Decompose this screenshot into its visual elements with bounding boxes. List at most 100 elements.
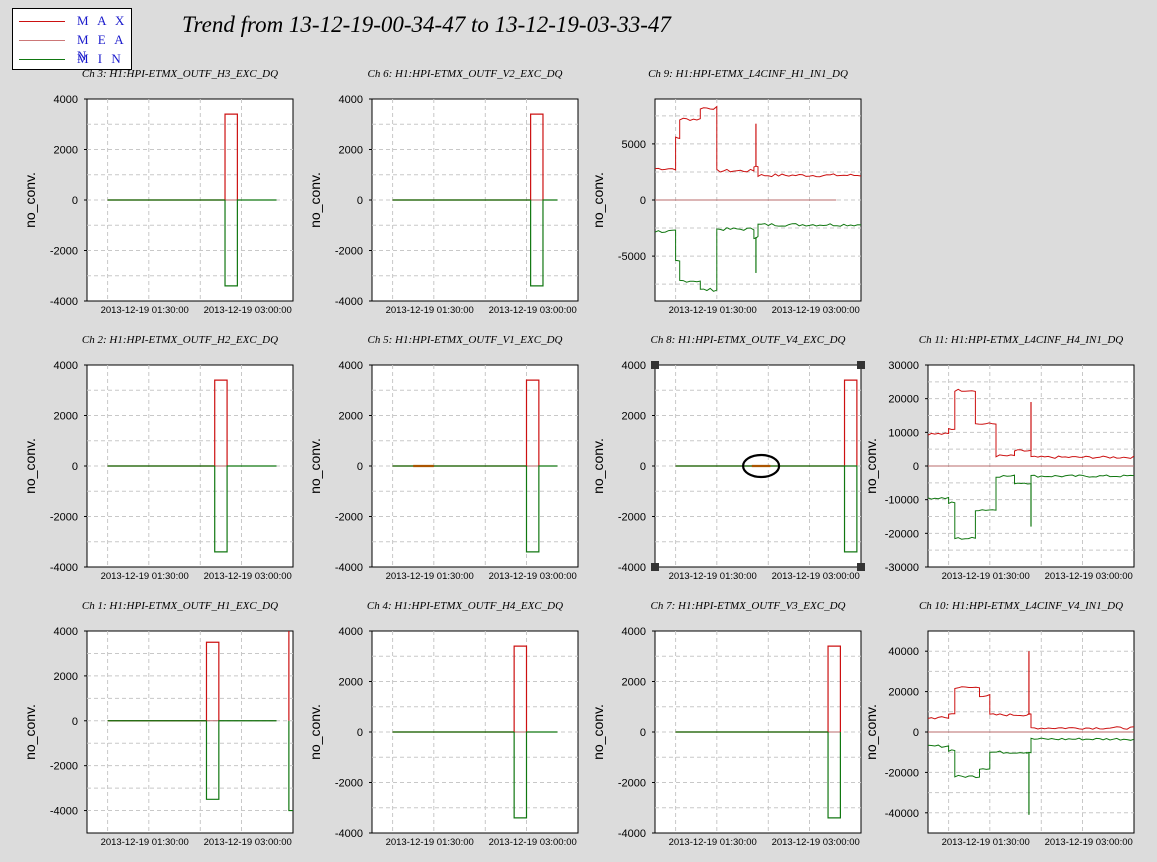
series-min	[928, 474, 1134, 540]
y-tick-label: 0	[640, 461, 646, 473]
y-tick-label: 2000	[54, 145, 78, 157]
y-tick-label: 4000	[339, 360, 363, 372]
chart-title: Ch 2: H1:HPI-ETMX_OUTF_H2_EXC_DQ	[82, 334, 278, 346]
series-group	[107, 379, 277, 553]
y-axis-label: no_conv.	[307, 438, 323, 494]
y-tick-label: 0	[640, 195, 646, 207]
series-min	[107, 720, 277, 800]
chart-panel[interactable]: Ch 10: H1:HPI-ETMX_L4CINF_V4_IN1_DQ 40000…	[863, 600, 1135, 848]
y-tick-label: 2000	[54, 411, 78, 423]
series-min	[675, 731, 841, 819]
y-tick-label: 0	[640, 727, 646, 739]
y-tick-label: -40000	[885, 808, 919, 820]
chart-title: Ch 8: H1:HPI-ETMX_OUTF_V4_EXC_DQ	[651, 334, 846, 346]
y-axis-label: no_conv.	[590, 704, 606, 760]
y-tick-label: -10000	[885, 495, 919, 507]
y-tick-label: 0	[913, 727, 919, 739]
y-tick-label: -4000	[335, 562, 363, 574]
y-tick-label: -2000	[618, 512, 646, 524]
series-max	[928, 388, 1134, 459]
y-tick-label: 0	[72, 716, 78, 728]
chart-panel[interactable]: Ch 9: H1:HPI-ETMX_L4CINF_H1_IN1_DQ 5000 0 -…	[590, 68, 862, 316]
series-group	[928, 651, 1134, 815]
selection-handle[interactable]	[857, 563, 865, 571]
chart-panel[interactable]: Ch 1: H1:HPI-ETMX_OUTF_H1_EXC_DQ 4000 2000…	[22, 600, 295, 848]
series-group	[392, 379, 558, 553]
series-group	[928, 388, 1134, 540]
y-tick-label: -4000	[335, 828, 363, 840]
chart-title: Ch 10: H1:HPI-ETMX_L4CINF_V4_IN1_DQ	[919, 600, 1123, 612]
y-tick-label: -4000	[335, 296, 363, 308]
y-tick-label: 0	[72, 195, 78, 207]
y-tick-label: -5000	[618, 251, 646, 263]
y-axis-label: no_conv.	[590, 172, 606, 228]
y-tick-label: 4000	[54, 360, 78, 372]
y-axis-label: no_conv.	[863, 438, 879, 494]
chart-panel[interactable]: Ch 8: H1:HPI-ETMX_OUTF_V4_EXC_DQ 4000 2000…	[590, 334, 865, 582]
plot-area[interactable]	[86, 630, 294, 834]
series-group	[392, 113, 558, 287]
y-tick-label: 4000	[54, 94, 78, 106]
y-tick-label: 2000	[622, 411, 646, 423]
y-axis-label: no_conv.	[22, 172, 38, 228]
chart-panel[interactable]: Ch 11: H1:HPI-ETMX_L4CINF_H4_IN1_DQ 30000…	[863, 334, 1135, 582]
series-group	[655, 105, 861, 292]
chart-title: Ch 5: H1:HPI-ETMX_OUTF_V1_EXC_DQ	[368, 334, 563, 346]
y-axis-label: no_conv.	[22, 438, 38, 494]
y-tick-label: 20000	[888, 394, 919, 406]
legend-entry-mean: M E A N	[13, 31, 133, 63]
x-tick-label: 2013-12-19 03:00:00	[772, 837, 860, 848]
legend-entry-max: M A X	[13, 12, 133, 30]
chart-title: Ch 3: H1:HPI-ETMX_OUTF_H3_EXC_DQ	[82, 68, 278, 80]
y-axis-label: no_conv.	[307, 704, 323, 760]
x-tick-label: 2013-12-19 03:00:00	[1045, 837, 1133, 848]
y-tick-label: 0	[357, 461, 363, 473]
y-tick-label: 4000	[339, 94, 363, 106]
legend-entry-min: M I N	[13, 50, 133, 68]
y-tick-label: -4000	[50, 296, 78, 308]
series-min	[107, 465, 277, 553]
y-tick-label: 0	[72, 461, 78, 473]
series-max	[928, 686, 1134, 730]
chart-panel[interactable]: Ch 3: H1:HPI-ETMX_OUTF_H3_EXC_DQ 4000 2000…	[22, 68, 294, 316]
y-tick-label: 2000	[622, 677, 646, 689]
y-tick-label: -2000	[335, 778, 363, 790]
chart-title: Ch 1: H1:HPI-ETMX_OUTF_H1_EXC_DQ	[82, 600, 278, 612]
y-tick-label: -4000	[618, 562, 646, 574]
y-tick-label: 10000	[888, 427, 919, 439]
x-tick-label: 2013-12-19 01:30:00	[669, 571, 757, 582]
series-max	[655, 105, 861, 178]
chart-panel[interactable]: Ch 6: H1:HPI-ETMX_OUTF_V2_EXC_DQ 4000 2000…	[307, 68, 579, 316]
series-group	[107, 631, 293, 812]
selection-handle[interactable]	[857, 361, 865, 369]
y-tick-label: 0	[357, 195, 363, 207]
selection-handle[interactable]	[651, 361, 659, 369]
chart-panel[interactable]: Ch 7: H1:HPI-ETMX_OUTF_V3_EXC_DQ 4000 2000…	[590, 600, 862, 848]
x-tick-label: 2013-12-19 03:00:00	[204, 837, 292, 848]
selection-handle[interactable]	[651, 563, 659, 571]
y-axis-label: no_conv.	[22, 704, 38, 760]
chart-panel[interactable]: Ch 2: H1:HPI-ETMX_OUTF_H2_EXC_DQ 4000 2000…	[22, 334, 294, 582]
y-tick-label: -2000	[335, 512, 363, 524]
x-tick-label: 2013-12-19 01:30:00	[386, 571, 474, 582]
y-tick-label: -20000	[885, 767, 919, 779]
series-min	[655, 223, 861, 292]
y-tick-label: 0	[357, 727, 363, 739]
chart-title: Ch 7: H1:HPI-ETMX_OUTF_V3_EXC_DQ	[651, 600, 846, 612]
y-tick-label: -4000	[50, 806, 78, 818]
series-min	[392, 731, 558, 819]
chart-panel[interactable]: Ch 4: H1:HPI-ETMX_OUTF_H4_EXC_DQ 4000 2000…	[307, 600, 579, 848]
y-tick-label: -4000	[618, 828, 646, 840]
x-tick-label: 2013-12-19 01:30:00	[942, 571, 1030, 582]
x-tick-label: 2013-12-19 01:30:00	[101, 837, 189, 848]
y-tick-label: -2000	[50, 246, 78, 258]
y-tick-label: -20000	[885, 528, 919, 540]
chart-panel[interactable]: Ch 5: H1:HPI-ETMX_OUTF_V1_EXC_DQ 4000 2000…	[307, 334, 579, 582]
y-tick-label: -2000	[335, 246, 363, 258]
y-tick-label: 4000	[622, 626, 646, 638]
x-tick-label: 2013-12-19 01:30:00	[942, 837, 1030, 848]
y-tick-label: -2000	[50, 512, 78, 524]
series-min	[392, 199, 558, 287]
legend-label-max: M A X	[77, 13, 128, 28]
